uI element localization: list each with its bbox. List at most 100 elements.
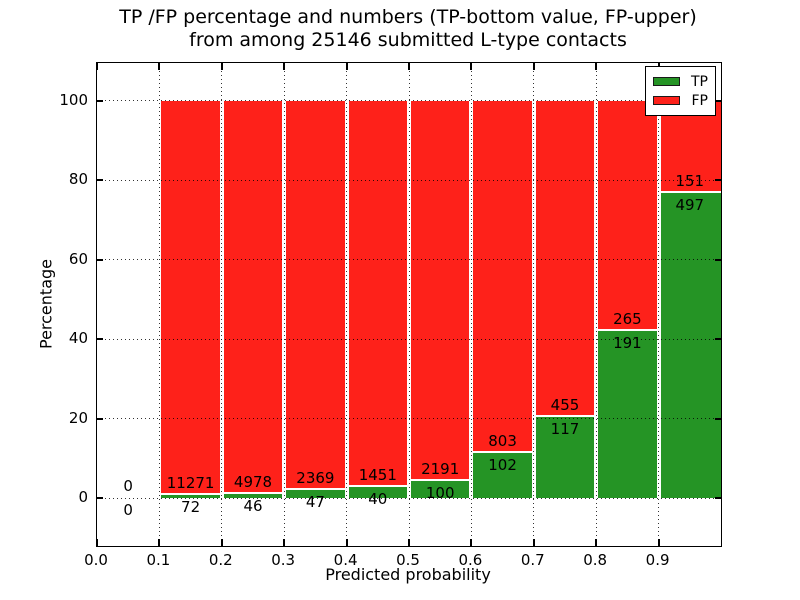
tp-count-label: 102 (488, 456, 517, 475)
fp-count-label: 4978 (233, 473, 273, 492)
x-tick-label: 0.8 (583, 551, 608, 569)
x-tickmark-top (220, 63, 223, 70)
y-tick-label: 60 (68, 249, 88, 268)
x-tickmark-top (283, 63, 286, 70)
x-tick-label: 0.9 (645, 551, 670, 569)
tp-count-label: 46 (243, 497, 263, 516)
x-tick-label: 0.3 (271, 551, 296, 569)
x-gridline (221, 63, 223, 546)
x-axis-label: Predicted probability (325, 565, 491, 584)
x-tickmark-bottom (408, 539, 410, 546)
fp-count-label: 151 (675, 172, 705, 191)
x-tickmark-top (595, 63, 598, 70)
chart-title: TP /FP percentage and numbers (TP-bottom… (96, 6, 720, 52)
x-gridline (158, 63, 160, 546)
x-tick-label: 0.7 (520, 551, 545, 569)
chart-title-line2: from among 25146 submitted L-type contac… (189, 29, 627, 51)
legend-label-fp: FP (691, 92, 709, 109)
y-tickmark-left (97, 99, 103, 102)
tp-count-label: 47 (305, 493, 325, 512)
bar-segment-tp (473, 453, 532, 498)
x-tick-label: 0.0 (84, 551, 108, 569)
y-tick-label: 100 (59, 90, 88, 109)
x-tickmark-top (470, 63, 473, 70)
x-tick-label: 0.5 (396, 551, 420, 569)
fp-count-label: 265 (613, 310, 642, 329)
bar-segment-tp (535, 416, 595, 498)
x-gridline (346, 63, 348, 546)
x-tickmark-top (158, 63, 161, 70)
fp-count-label: 803 (488, 432, 517, 451)
x-tickmark-bottom (96, 539, 98, 546)
fp-count-label: 0 (123, 477, 133, 495)
x-gridline (595, 63, 597, 546)
fp-count-label: 2191 (421, 459, 460, 478)
y-tickmark-right (715, 99, 721, 102)
fp-count-label: 1451 (358, 466, 397, 485)
x-tickmark-bottom (158, 539, 161, 546)
tp-count-label: 40 (368, 490, 388, 509)
tp-count-label: 117 (550, 419, 580, 438)
bar-segment-tp (598, 331, 657, 498)
bar-segment-fp (598, 100, 657, 332)
tp-count-label: 191 (613, 334, 642, 353)
x-tick-label: 0.6 (458, 551, 483, 569)
legend-label-tp: TP (691, 73, 708, 90)
bar-segment-tp (161, 495, 220, 498)
x-tick-label: 0.1 (146, 551, 171, 569)
x-gridline (283, 63, 285, 546)
x-tickmark-bottom (345, 539, 348, 546)
y-tick-label: 20 (68, 408, 88, 427)
x-tick-label: 0.4 (333, 551, 358, 569)
x-tickmark-bottom (283, 539, 286, 546)
bar-segment-tp (223, 494, 283, 498)
legend-swatch-fp-icon (653, 96, 680, 105)
x-tickmark-bottom (532, 539, 535, 546)
tp-count-label: 0 (123, 501, 133, 519)
tp-count-label: 497 (675, 196, 705, 215)
bar-segment-fp (411, 100, 470, 481)
y-tickmark-right (715, 417, 721, 420)
bar-segment-tp (348, 487, 407, 498)
x-tickmark-bottom (470, 539, 473, 546)
legend-entry-fp: FP (653, 91, 708, 110)
x-tickmark-top (96, 63, 98, 70)
bar-segment-fp (223, 100, 283, 495)
bar-segment-tp (660, 193, 721, 498)
y-tick-label: 0 (78, 488, 88, 506)
bar-segment-tp (411, 480, 470, 498)
x-gridline (658, 63, 660, 546)
x-tickmark-bottom (595, 539, 598, 546)
x-gridline (470, 63, 472, 546)
y-tickmark-right (715, 338, 721, 340)
x-tickmark-bottom (657, 539, 660, 546)
x-tickmark-top (345, 63, 348, 70)
x-tickmark-top (532, 63, 535, 70)
bar-segment-fp (161, 100, 220, 496)
legend: TP FP (645, 66, 716, 116)
y-tickmark-left (97, 338, 103, 340)
plot-area: 0 0 11271 72 4978 46 2369 47 1451 40 2191 100 803 102… (96, 62, 722, 547)
x-tickmark-bottom (220, 539, 223, 546)
y-tickmark-right (715, 497, 721, 499)
bar-segment-fp (348, 100, 407, 488)
tp-count-label: 72 (181, 498, 201, 517)
tp-count-label: 100 (425, 483, 455, 502)
x-tickmark-top (408, 63, 410, 70)
y-tickmark-left (97, 179, 103, 181)
fp-count-label: 2369 (296, 469, 335, 488)
x-gridline (408, 63, 410, 546)
fp-count-label: 455 (550, 395, 580, 414)
bar-segment-fp (473, 100, 532, 454)
legend-swatch-tp-icon (653, 77, 680, 86)
bar-segment-fp (535, 100, 595, 417)
fp-count-label: 11271 (166, 474, 215, 493)
x-tick-label: 0.2 (208, 551, 233, 569)
y-tickmark-left (97, 258, 103, 261)
y-tickmark-left (97, 417, 103, 420)
y-tick-label: 80 (68, 170, 88, 188)
y-tickmark-right (715, 179, 721, 181)
bar-segment-tp (286, 490, 345, 498)
bar-segment-fp (286, 100, 345, 491)
chart-title-line1: TP /FP percentage and numbers (TP-bottom… (119, 6, 697, 28)
